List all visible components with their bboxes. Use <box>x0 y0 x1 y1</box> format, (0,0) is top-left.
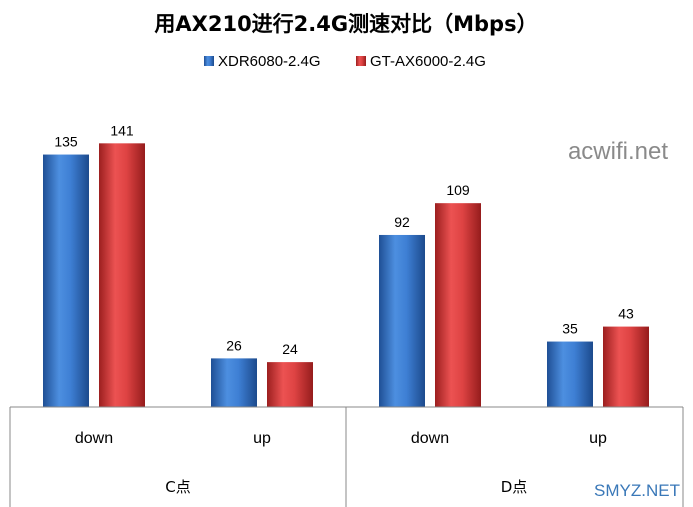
bars-layer <box>43 143 649 407</box>
watermark-smyz: SMYZ.NET <box>594 481 680 500</box>
value-labels-layer: 135 141 26 24 92 109 35 43 <box>54 122 634 357</box>
category-axis: down up down up C点 D点 <box>9 406 684 507</box>
legend: XDR6080-2.4G GT-AX6000-2.4G <box>204 53 486 70</box>
value-label-xdr6080-c-up: 26 <box>226 337 242 353</box>
bar-xdr6080-c-up <box>211 358 257 407</box>
value-label-gt-ax6000-d-down: 109 <box>446 182 470 198</box>
value-label-gt-ax6000-c-down: 141 <box>110 122 134 138</box>
bar-xdr6080-d-down <box>379 234 425 407</box>
value-label-xdr6080-d-up: 35 <box>562 321 578 337</box>
value-label-xdr6080-d-down: 92 <box>394 214 410 230</box>
legend-label-gt-ax6000: GT-AX6000-2.4G <box>370 53 486 70</box>
bar-xdr6080-c-down <box>43 154 89 407</box>
watermark-acwifi: acwifi.net <box>568 138 668 165</box>
legend-label-xdr6080: XDR6080-2.4G <box>218 53 321 70</box>
value-label-xdr6080-c-down: 135 <box>54 134 78 150</box>
bar-xdr6080-d-up <box>547 341 593 407</box>
group-label-d: D点 <box>501 478 528 496</box>
value-label-gt-ax6000-d-up: 43 <box>618 306 634 322</box>
chart-title: 用AX210进行2.4G测速对比（Mbps） <box>154 12 537 36</box>
category-label-d-down: down <box>411 430 449 447</box>
bar-gt-ax6000-c-down <box>99 143 145 407</box>
value-label-gt-ax6000-c-up: 24 <box>282 341 298 357</box>
group-label-c: C点 <box>165 478 190 496</box>
bar-gt-ax6000-c-up <box>267 362 313 407</box>
bar-gt-ax6000-d-up <box>603 326 649 407</box>
category-label-d-up: up <box>589 430 607 447</box>
category-label-c-down: down <box>75 430 113 447</box>
bar-gt-ax6000-d-down <box>435 203 481 407</box>
legend-swatch-gt-ax6000 <box>356 56 366 66</box>
legend-swatch-xdr6080 <box>204 56 214 66</box>
category-label-c-up: up <box>253 430 271 447</box>
